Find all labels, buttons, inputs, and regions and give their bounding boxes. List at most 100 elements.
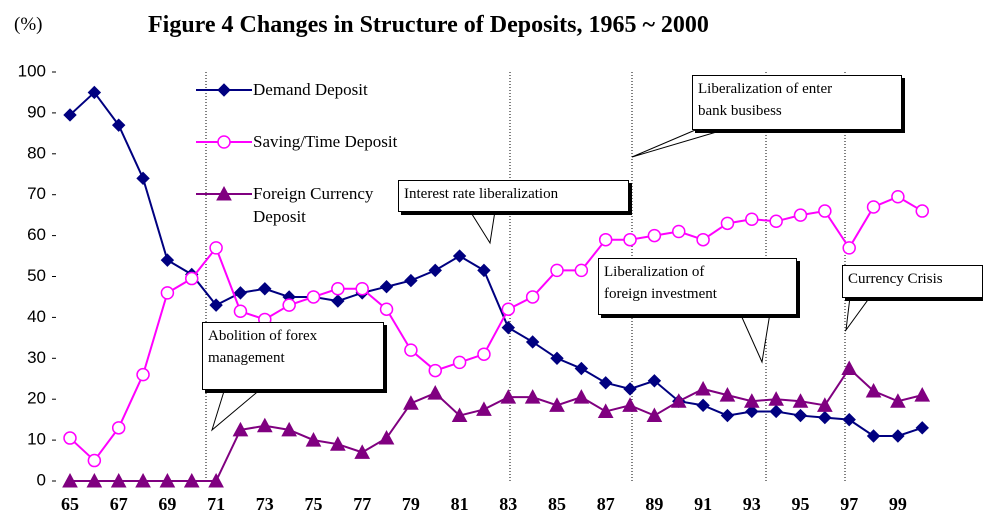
marker — [818, 204, 832, 218]
marker — [159, 472, 176, 488]
marker — [720, 216, 735, 231]
y-tick-label: 60 — [27, 225, 46, 244]
series-line — [69, 195, 923, 463]
marker — [891, 189, 905, 204]
marker — [452, 249, 467, 263]
marker — [404, 273, 418, 288]
marker — [135, 472, 151, 488]
y-tick-label: 70 — [27, 184, 46, 203]
marker — [428, 263, 442, 278]
marker — [233, 304, 248, 319]
marker — [306, 290, 321, 304]
marker — [111, 118, 126, 132]
marker — [378, 430, 395, 445]
marker — [379, 302, 394, 316]
marker — [185, 271, 199, 286]
marker — [574, 361, 589, 376]
x-tick-label: 79 — [402, 494, 420, 514]
x-tick-label: 73 — [256, 494, 274, 514]
marker — [63, 431, 77, 445]
marker — [623, 232, 637, 247]
marker — [598, 232, 613, 247]
callout-text: Liberalization of enter — [698, 81, 833, 97]
marker — [817, 397, 833, 412]
marker — [866, 200, 881, 214]
x-tick-label: 99 — [889, 494, 907, 514]
y-tick-label: 90 — [27, 102, 46, 121]
marker — [476, 401, 492, 416]
marker — [428, 363, 442, 378]
marker — [160, 286, 175, 300]
marker — [672, 224, 686, 239]
marker — [208, 472, 224, 488]
y-axis-label: (%) — [14, 14, 43, 35]
marker — [452, 355, 467, 370]
marker — [281, 421, 297, 437]
x-tick-label: 87 — [597, 494, 615, 514]
marker — [865, 382, 882, 398]
callout-pointer — [631, 127, 731, 158]
marker — [477, 263, 491, 278]
marker — [574, 263, 589, 278]
marker — [866, 429, 881, 443]
y-tick-label: 80 — [27, 143, 46, 162]
marker — [477, 347, 491, 361]
legend-label: Demand Deposit — [253, 80, 368, 99]
callout-box: Currency Crisis — [842, 265, 983, 298]
marker — [258, 282, 272, 296]
chart-title: Figure 4 Changes in Structure of Deposit… — [148, 12, 709, 38]
marker — [525, 290, 540, 304]
callout-pointer — [469, 210, 496, 245]
marker — [183, 472, 200, 488]
marker — [768, 391, 784, 406]
legend-label: Saving/Time Deposit — [253, 132, 398, 151]
legend-marker — [216, 185, 232, 201]
marker — [330, 436, 346, 451]
marker — [451, 407, 468, 423]
marker — [792, 393, 809, 408]
marker — [670, 393, 687, 408]
marker — [136, 367, 150, 382]
y-tick-label: 30 — [27, 348, 46, 367]
callout-box: Abolition of forex management — [202, 322, 384, 390]
marker — [136, 171, 150, 186]
marker — [597, 403, 614, 418]
callout-text: Liberalization of — [604, 264, 705, 280]
marker — [793, 408, 808, 423]
y-tick-label: 0 — [37, 470, 46, 489]
marker — [720, 408, 735, 423]
marker — [646, 407, 663, 423]
marker — [743, 393, 760, 408]
x-tick-label: 97 — [840, 494, 858, 514]
callout-text: Interest rate liberalization — [404, 186, 559, 202]
marker — [890, 393, 906, 408]
marker — [793, 208, 808, 222]
y-tick-label: 10 — [27, 430, 46, 449]
x-tick-label: 81 — [451, 494, 469, 514]
marker — [160, 253, 175, 267]
legend-label: Foreign Currency Deposit — [253, 184, 374, 226]
marker — [354, 444, 371, 459]
marker — [745, 404, 759, 419]
marker — [842, 241, 856, 255]
marker — [331, 282, 345, 296]
marker — [500, 389, 517, 404]
marker — [62, 472, 78, 488]
marker — [379, 280, 394, 294]
x-tick-label: 91 — [694, 494, 712, 514]
marker — [769, 214, 783, 229]
callout-pointers — [211, 127, 871, 432]
marker — [524, 389, 541, 404]
marker — [818, 410, 832, 425]
series-line — [70, 366, 923, 482]
marker — [63, 108, 77, 122]
marker — [915, 204, 929, 218]
x-tick-label: 83 — [499, 494, 517, 514]
x-tick-label: 95 — [792, 494, 810, 514]
callout-text: Currency Crisis — [848, 271, 943, 287]
marker — [209, 241, 223, 255]
marker — [914, 387, 931, 402]
marker — [209, 298, 223, 312]
